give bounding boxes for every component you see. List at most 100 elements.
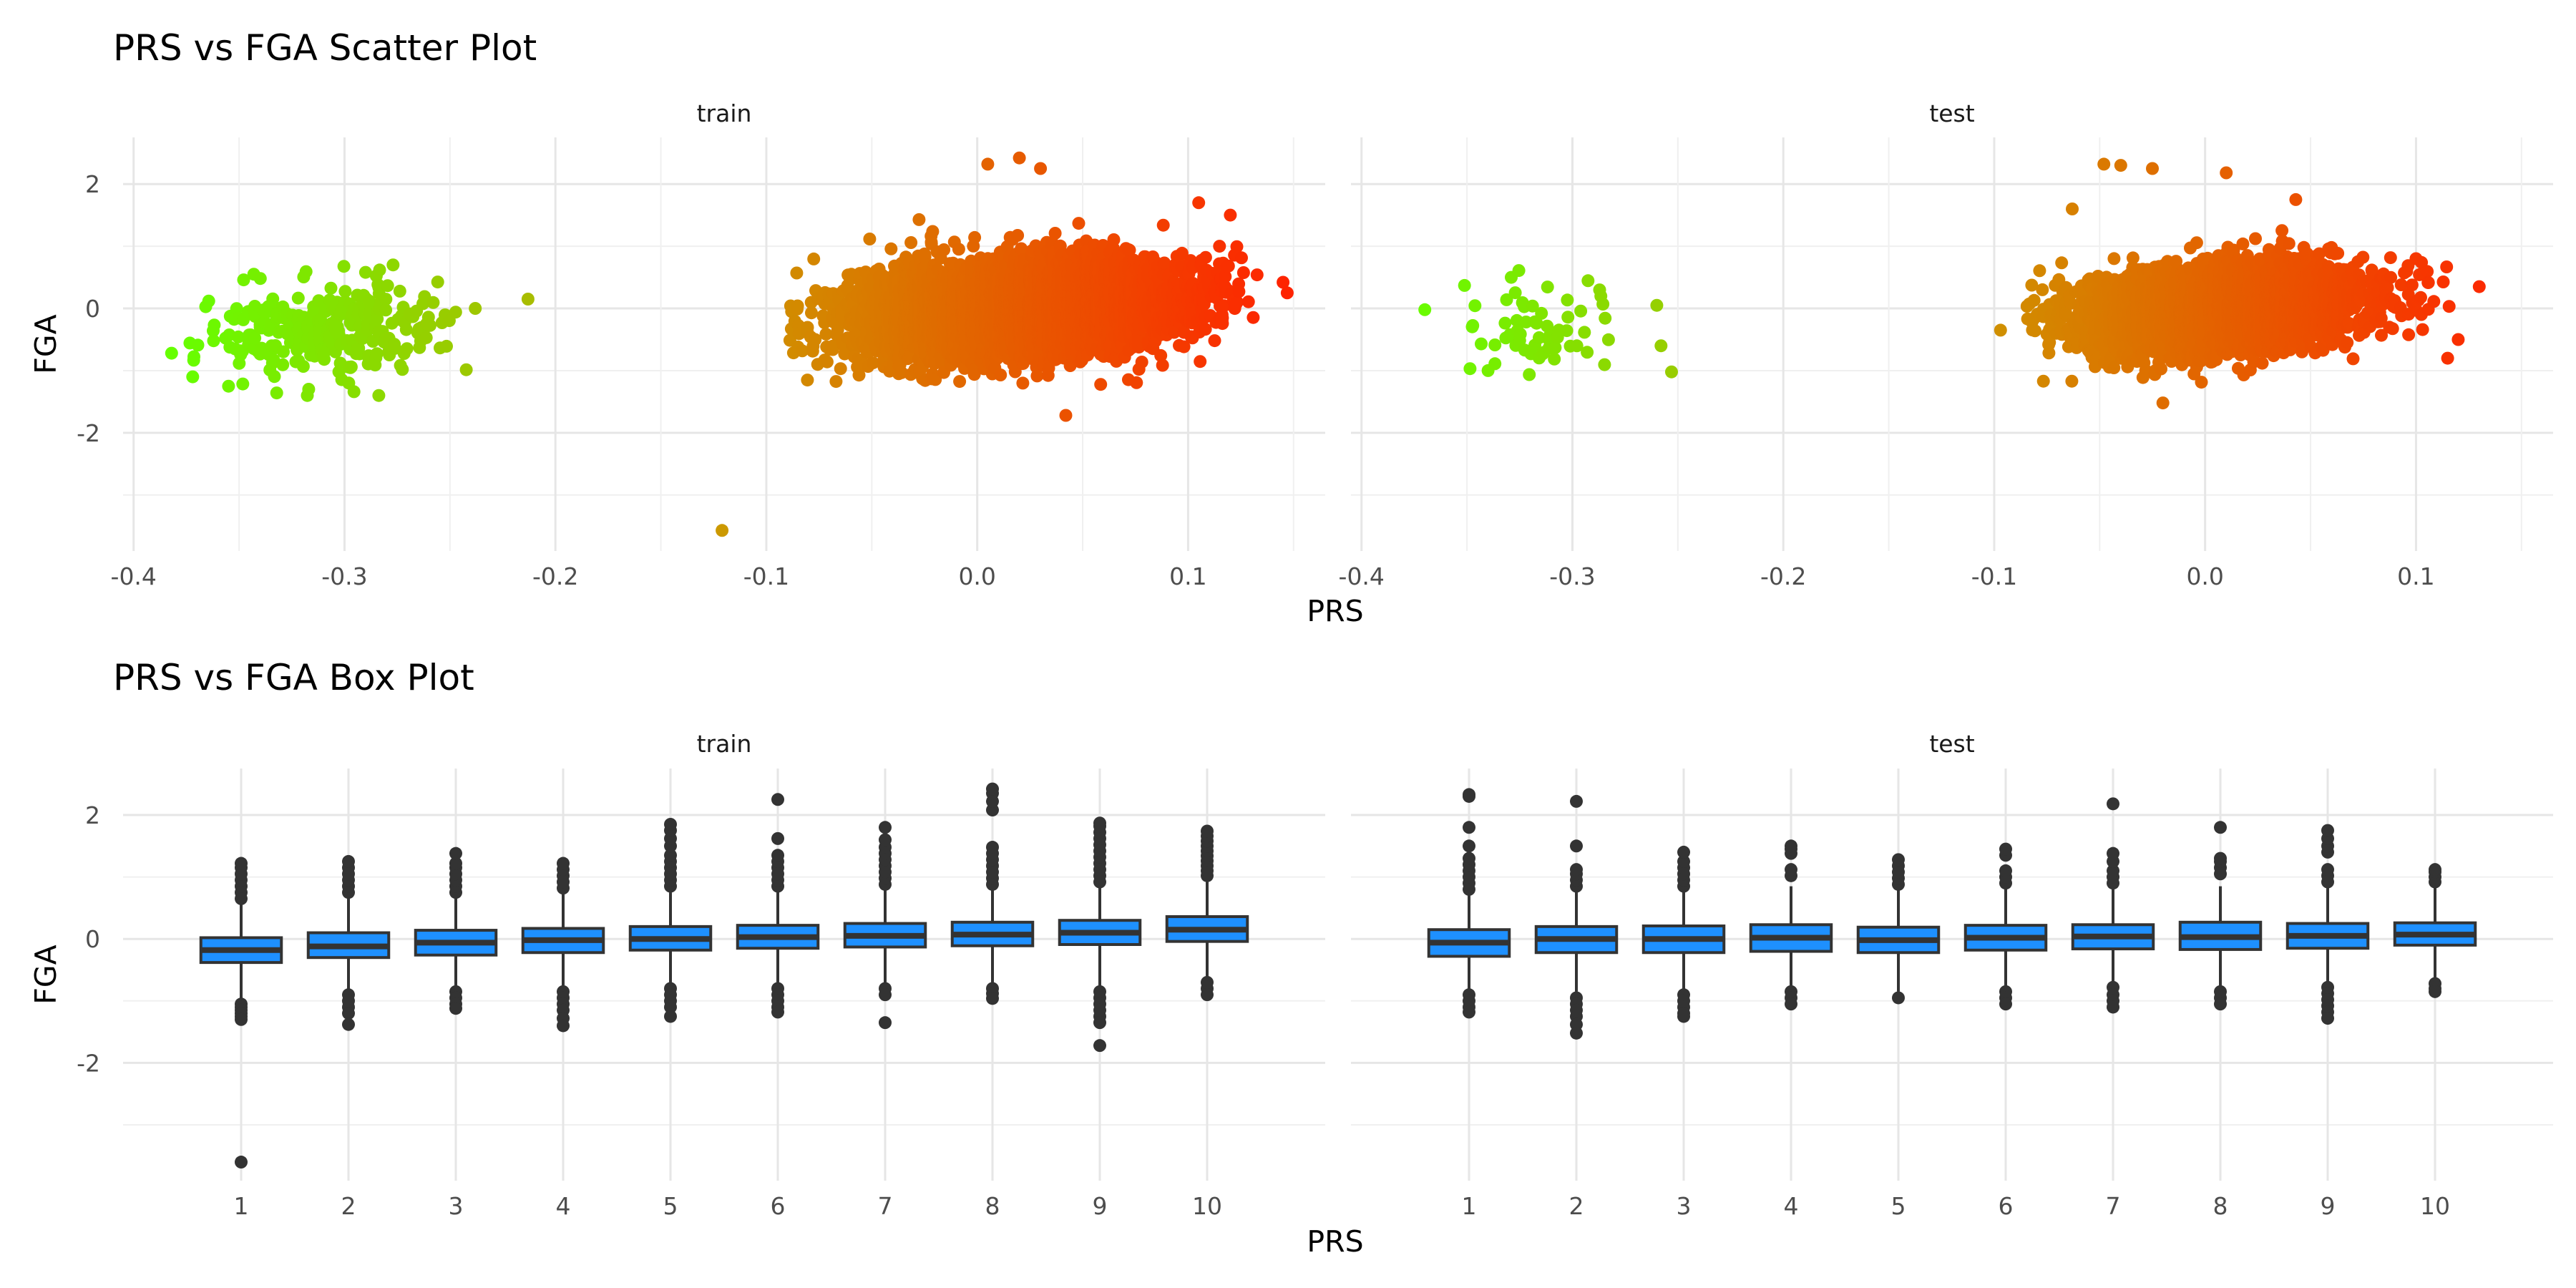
scatter-point xyxy=(379,303,393,317)
scatter-point xyxy=(1048,227,1062,240)
scatter-point xyxy=(994,369,1008,381)
scatter-point xyxy=(521,293,535,306)
scatter-point xyxy=(1094,378,1108,391)
scatter-point xyxy=(419,331,433,344)
scatter-point xyxy=(952,243,965,256)
scatter-point xyxy=(820,355,834,369)
scatter-point xyxy=(796,344,809,358)
scatter-point xyxy=(1016,376,1030,390)
scatter-point xyxy=(967,363,981,376)
scatter-point xyxy=(302,383,316,396)
scatter-point xyxy=(386,258,400,272)
scatter-point xyxy=(372,389,386,402)
scatter-point xyxy=(276,358,290,371)
scatter-point xyxy=(926,225,940,238)
scatter-point xyxy=(981,157,995,171)
scatter-point xyxy=(440,339,453,353)
scatter-point xyxy=(826,343,839,356)
scatter-point xyxy=(1107,233,1121,246)
scatter-point xyxy=(953,375,967,389)
scatter-point xyxy=(277,345,290,358)
scatter-point xyxy=(884,242,898,255)
scatter-point xyxy=(790,266,804,280)
scatter-point xyxy=(337,260,351,273)
scatter-point xyxy=(805,306,818,320)
scatter-point xyxy=(904,236,918,249)
scatter-point xyxy=(371,312,384,326)
scatter-point xyxy=(1156,218,1170,232)
scatter-point xyxy=(1011,229,1025,242)
scatter-point xyxy=(431,275,444,289)
scatter-point xyxy=(863,233,877,245)
scatter-point xyxy=(937,243,951,256)
scatter-point xyxy=(373,263,386,277)
scatter-point xyxy=(291,291,305,305)
scatter-point xyxy=(867,356,879,370)
scatter-point xyxy=(819,327,833,341)
scatter-point xyxy=(791,299,804,313)
scatter-point xyxy=(929,373,942,386)
scatter-point xyxy=(222,379,235,393)
scatter-point xyxy=(187,350,200,364)
scatter-point xyxy=(809,333,822,346)
scatter-point xyxy=(231,330,245,343)
scatter-point xyxy=(400,342,414,356)
scatter-point xyxy=(912,213,926,226)
scatter-point xyxy=(338,285,352,298)
scatter-point xyxy=(381,279,394,293)
scatter-y-tick-label: 0 xyxy=(85,295,100,323)
scatter-y-tick-label: 2 xyxy=(85,170,100,198)
scatter-point xyxy=(165,346,178,360)
scatter-point xyxy=(379,293,393,306)
scatter-point xyxy=(935,356,948,369)
scatter-point xyxy=(1013,151,1026,165)
scatter-point xyxy=(459,363,473,376)
scatter-point xyxy=(370,347,384,361)
scatter-point xyxy=(324,281,338,295)
scatter-point xyxy=(399,323,413,336)
scatter-x-tick-label: -0.2 xyxy=(532,562,578,590)
scatter-point xyxy=(807,252,821,265)
scatter-point xyxy=(1034,162,1048,175)
scatter-point xyxy=(396,363,409,376)
scatter-point xyxy=(829,375,843,389)
scatter-point xyxy=(207,334,220,348)
scatter-point xyxy=(344,360,358,374)
scatter-point xyxy=(237,273,250,287)
scatter-point xyxy=(426,296,440,309)
scatter-point xyxy=(393,284,406,298)
scatter-point xyxy=(236,377,250,391)
scatter-point xyxy=(270,386,283,400)
scatter-point xyxy=(186,370,200,384)
scatter-point xyxy=(1059,409,1073,422)
scatter-point xyxy=(248,331,262,345)
scatter-x-tick-label: -0.1 xyxy=(743,562,789,590)
scatter-point xyxy=(831,323,844,336)
scatter-point xyxy=(834,362,847,376)
scatter-point xyxy=(968,230,982,244)
scatter-point xyxy=(268,370,281,384)
scatter-point xyxy=(1156,358,1169,372)
scatter-x-tick-label: -0.4 xyxy=(111,562,157,590)
scatter-point xyxy=(1130,376,1143,389)
scatter-point xyxy=(208,318,221,332)
scatter-point xyxy=(299,265,313,278)
scatter-point xyxy=(366,335,380,348)
scatter-point xyxy=(253,272,267,286)
scatter-point xyxy=(424,318,436,332)
scatter-point xyxy=(191,338,205,352)
scatter-point xyxy=(469,302,482,315)
scatter-point xyxy=(358,265,372,279)
scatter-facet-label-train: train xyxy=(697,99,752,127)
scatter-point xyxy=(296,360,310,373)
scatter-point xyxy=(202,294,215,308)
scatter-point xyxy=(716,524,729,537)
scatter-y-tick-label: -2 xyxy=(77,419,100,447)
scatter-point xyxy=(801,374,814,387)
scatter-x-tick-label: 0.0 xyxy=(958,562,995,590)
scatter-plot-title: PRS vs FGA Scatter Plot xyxy=(113,27,537,69)
